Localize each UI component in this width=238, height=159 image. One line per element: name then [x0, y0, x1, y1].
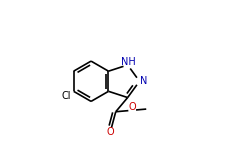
Text: N: N	[140, 76, 148, 86]
Text: O: O	[129, 102, 136, 112]
Text: O: O	[107, 127, 114, 137]
Text: Cl: Cl	[61, 91, 71, 101]
Text: NH: NH	[121, 57, 136, 67]
